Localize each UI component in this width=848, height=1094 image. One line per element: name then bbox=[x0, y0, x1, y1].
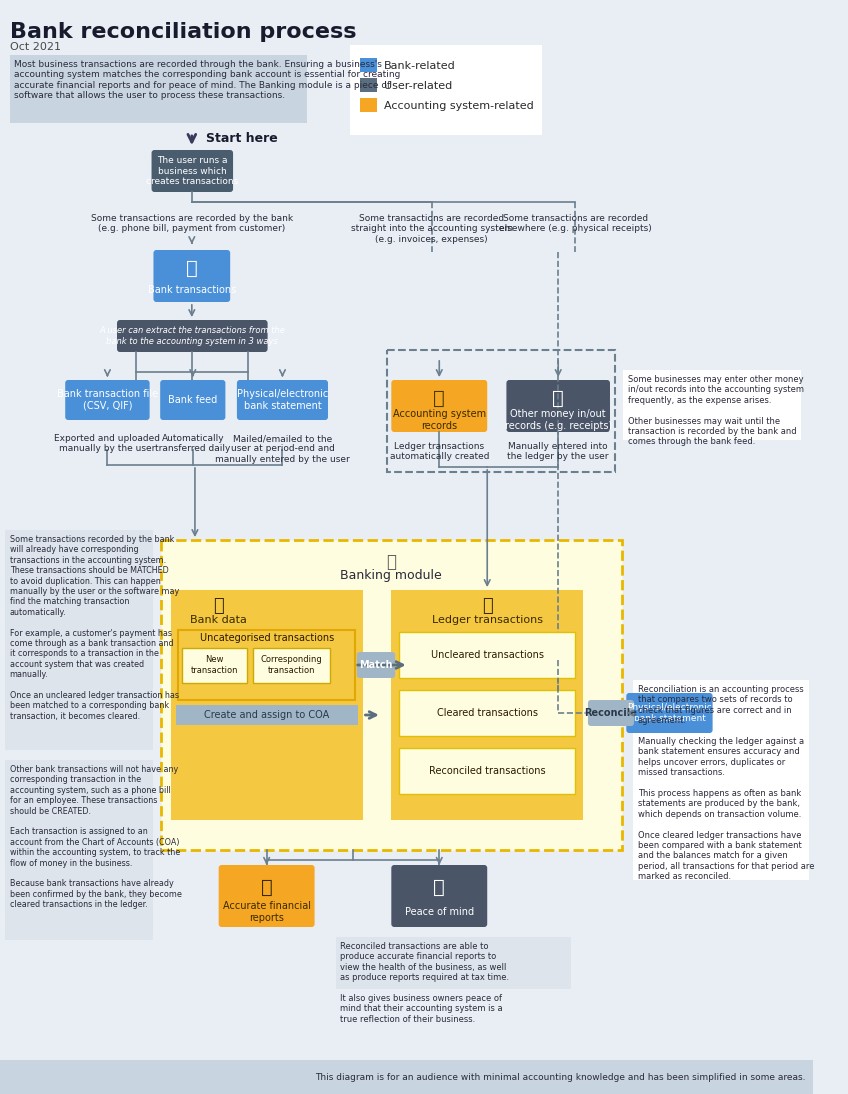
Text: Some transactions are recorded
elsewhere (e.g. physical receipts): Some transactions are recorded elsewhere… bbox=[499, 214, 652, 233]
Text: Start here: Start here bbox=[206, 131, 278, 144]
FancyBboxPatch shape bbox=[237, 380, 328, 420]
FancyBboxPatch shape bbox=[627, 693, 712, 733]
FancyBboxPatch shape bbox=[0, 1060, 813, 1094]
FancyBboxPatch shape bbox=[0, 0, 813, 1094]
Text: 🗄: 🗄 bbox=[482, 597, 493, 615]
Text: Accurate financial
reports: Accurate financial reports bbox=[223, 901, 310, 923]
Text: Some transactions are recorded by the bank
(e.g. phone bill, payment from custom: Some transactions are recorded by the ba… bbox=[91, 214, 293, 233]
Text: 🖥: 🖥 bbox=[387, 552, 396, 571]
Text: User-related: User-related bbox=[383, 81, 452, 91]
FancyBboxPatch shape bbox=[65, 380, 149, 420]
Text: Ledger transactions: Ledger transactions bbox=[432, 615, 543, 625]
FancyBboxPatch shape bbox=[391, 590, 583, 820]
FancyBboxPatch shape bbox=[623, 370, 801, 440]
FancyBboxPatch shape bbox=[178, 630, 354, 700]
FancyBboxPatch shape bbox=[360, 98, 377, 112]
FancyBboxPatch shape bbox=[350, 45, 542, 135]
FancyBboxPatch shape bbox=[588, 700, 634, 726]
FancyBboxPatch shape bbox=[399, 632, 576, 678]
Text: Reconciled transactions: Reconciled transactions bbox=[429, 766, 545, 776]
Text: Other bank transactions will not have any
corresponding transaction in the
accou: Other bank transactions will not have an… bbox=[9, 765, 181, 909]
Text: Reconciliation is an accounting process
that compares two sets of records to
che: Reconciliation is an accounting process … bbox=[638, 685, 814, 881]
FancyBboxPatch shape bbox=[161, 540, 622, 850]
Text: This diagram is for an audience with minimal accounting knowledge and has been s: This diagram is for an audience with min… bbox=[315, 1072, 806, 1082]
FancyBboxPatch shape bbox=[153, 251, 230, 302]
Text: Ledger transactions
automatically created: Ledger transactions automatically create… bbox=[389, 442, 489, 462]
Text: Corresponding
transaction: Corresponding transaction bbox=[260, 655, 322, 675]
Text: Bank data: Bank data bbox=[190, 615, 247, 625]
Text: Reconciled transactions are able to
produce accurate financial reports to
view t: Reconciled transactions are able to prod… bbox=[341, 942, 510, 1024]
Text: Other money in/out
records (e.g. receipts): Other money in/out records (e.g. receipt… bbox=[505, 409, 611, 431]
FancyBboxPatch shape bbox=[357, 652, 395, 678]
Text: Reconcile: Reconcile bbox=[584, 708, 638, 718]
Text: Physical/electronic
bank statement: Physical/electronic bank statement bbox=[237, 389, 328, 411]
FancyBboxPatch shape bbox=[391, 865, 488, 927]
Text: 🧾: 🧾 bbox=[552, 388, 564, 407]
Text: Some transactions are recorded
straight into the accounting system
(e.g. invoice: Some transactions are recorded straight … bbox=[350, 214, 513, 244]
Text: Banking module: Banking module bbox=[340, 570, 442, 582]
Text: Uncleared transactions: Uncleared transactions bbox=[431, 650, 544, 660]
FancyBboxPatch shape bbox=[633, 680, 808, 880]
Text: 🗄: 🗄 bbox=[214, 597, 224, 615]
FancyBboxPatch shape bbox=[117, 321, 268, 352]
FancyBboxPatch shape bbox=[182, 648, 248, 683]
Text: Most business transactions are recorded through the bank. Ensuring a business's
: Most business transactions are recorded … bbox=[14, 60, 401, 101]
Text: Match: Match bbox=[360, 660, 393, 670]
FancyBboxPatch shape bbox=[170, 590, 363, 820]
Text: Some businesses may enter other money
in/out records into the accounting system
: Some businesses may enter other money in… bbox=[628, 375, 804, 446]
Text: 🏛: 🏛 bbox=[186, 258, 198, 278]
Text: Some transactions recorded by the bank
will already have corresponding
transacti: Some transactions recorded by the bank w… bbox=[9, 535, 179, 721]
Text: Mailed/emailed to the
user at period-end and
manually entered by the user: Mailed/emailed to the user at period-end… bbox=[215, 434, 350, 464]
Text: Bank transaction file
(CSV, QIF): Bank transaction file (CSV, QIF) bbox=[57, 389, 158, 411]
FancyBboxPatch shape bbox=[176, 705, 358, 725]
Text: Accounting system-related: Accounting system-related bbox=[383, 101, 533, 110]
Text: Cleared transactions: Cleared transactions bbox=[437, 708, 538, 718]
Text: Create and assign to COA: Create and assign to COA bbox=[204, 710, 329, 720]
FancyBboxPatch shape bbox=[506, 380, 610, 432]
FancyBboxPatch shape bbox=[360, 78, 377, 92]
FancyBboxPatch shape bbox=[391, 380, 488, 432]
Text: Physical/electronic
bank statement: Physical/electronic bank statement bbox=[627, 703, 711, 723]
Text: Bank feed: Bank feed bbox=[168, 395, 217, 405]
Text: The user runs a
business which
creates transactions: The user runs a business which creates t… bbox=[146, 156, 238, 186]
Text: Oct 2021: Oct 2021 bbox=[9, 42, 60, 53]
Text: New
transaction: New transaction bbox=[191, 655, 238, 675]
Text: Exported and uploaded
manually by the user: Exported and uploaded manually by the us… bbox=[54, 434, 160, 453]
Text: A user can extract the transactions from the
bank to the accounting system in 3 : A user can extract the transactions from… bbox=[99, 326, 285, 346]
FancyBboxPatch shape bbox=[360, 58, 377, 72]
Text: Bank-related: Bank-related bbox=[383, 61, 455, 71]
Text: 🤝: 🤝 bbox=[433, 877, 445, 896]
Text: Bank transactions: Bank transactions bbox=[148, 286, 236, 295]
Text: Manually entered into
the ledger by the user: Manually entered into the ledger by the … bbox=[507, 442, 609, 462]
FancyBboxPatch shape bbox=[5, 760, 153, 940]
Text: Uncategorised transactions: Uncategorised transactions bbox=[199, 633, 334, 643]
Text: 📊: 📊 bbox=[260, 877, 272, 896]
Text: Automatically
transferred daily: Automatically transferred daily bbox=[155, 434, 231, 453]
FancyBboxPatch shape bbox=[399, 748, 576, 794]
FancyBboxPatch shape bbox=[9, 55, 307, 123]
FancyBboxPatch shape bbox=[336, 936, 571, 989]
Text: Peace of mind: Peace of mind bbox=[404, 907, 474, 917]
FancyBboxPatch shape bbox=[219, 865, 315, 927]
FancyBboxPatch shape bbox=[152, 150, 233, 193]
Text: Bank reconciliation process: Bank reconciliation process bbox=[9, 22, 356, 42]
Text: Accounting system
records: Accounting system records bbox=[393, 409, 486, 431]
Text: 🖥: 🖥 bbox=[433, 388, 445, 407]
FancyBboxPatch shape bbox=[5, 529, 153, 750]
FancyBboxPatch shape bbox=[254, 648, 330, 683]
FancyBboxPatch shape bbox=[399, 690, 576, 736]
FancyBboxPatch shape bbox=[160, 380, 226, 420]
